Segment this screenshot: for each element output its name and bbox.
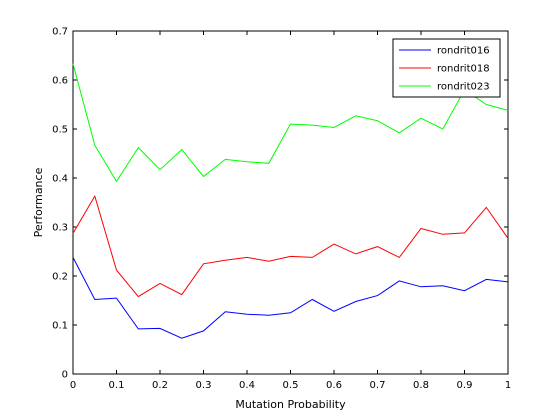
x-tick-label: 0.8 [413, 380, 429, 391]
x-tick-label: 0.3 [196, 380, 212, 391]
y-tick-label: 0.2 [52, 272, 68, 283]
legend-entry-rondrit023: rondrit023 [437, 82, 490, 93]
axis-ticks: 0 0.1 0.2 0.3 0.4 0.5 0.6 0.7 0.8 0.9 1 0 0.1 0.2 0.3 0… [52, 27, 511, 392]
series-line-rondrit016 [72, 257, 509, 339]
legend: rondrit016 rondrit018 rondrit023 [392, 38, 501, 98]
x-tick-label: 0.4 [239, 380, 255, 391]
x-tick-label: 1 [505, 380, 511, 391]
y-axis-label: Performance [32, 167, 45, 237]
x-tick-label: 0.5 [283, 380, 299, 391]
y-tick-label: 0.3 [52, 223, 68, 234]
series-line-rondrit018 [72, 194, 509, 298]
x-tick-label: 0.2 [152, 380, 168, 391]
series-line-rondrit023 [72, 63, 509, 183]
y-tick-label: 0 [62, 370, 68, 381]
y-tick-label: 0.4 [52, 174, 68, 185]
legend-entry-rondrit016: rondrit016 [437, 46, 490, 57]
y-tick-label: 0.7 [52, 27, 68, 38]
y-tick-label: 0.6 [52, 76, 68, 87]
x-tick-label: 0.1 [109, 380, 125, 391]
x-tick-label: 0 [70, 380, 76, 391]
x-tick-label: 0.7 [370, 380, 386, 391]
y-tick-label: 0.5 [52, 125, 68, 136]
x-axis-label: Mutation Probability [235, 398, 346, 411]
series-lines [72, 63, 509, 339]
legend-entry-rondrit018: rondrit018 [437, 64, 490, 75]
x-tick-label: 0.9 [457, 380, 473, 391]
y-tick-label: 0.1 [52, 321, 68, 332]
x-tick-label: 0.6 [326, 380, 342, 391]
